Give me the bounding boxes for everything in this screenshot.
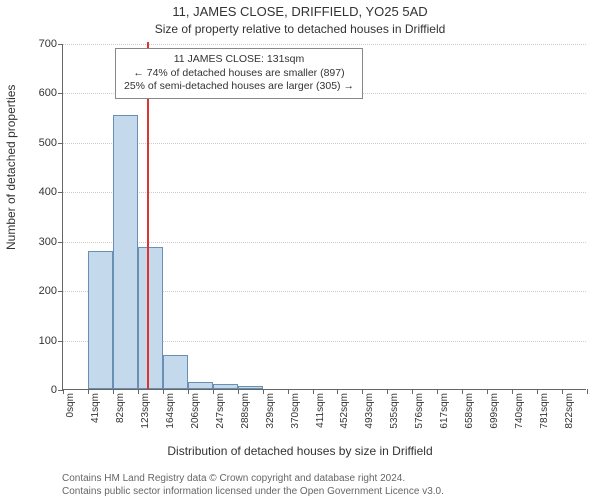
x-tick-mark (562, 389, 563, 394)
x-tick-mark (462, 389, 463, 394)
copyright-text: Contains HM Land Registry data © Crown c… (62, 472, 444, 498)
y-tick-label: 0 (51, 384, 57, 396)
x-tick-label: 288sqm (240, 393, 251, 429)
x-tick-label: 164sqm (165, 393, 176, 429)
histogram-bar (88, 251, 113, 389)
x-tick-label: 535sqm (389, 393, 400, 429)
x-tick-mark (487, 389, 488, 394)
annotation-line: 25% of semi-detached houses are larger (… (124, 80, 354, 94)
y-tick-label: 700 (39, 38, 57, 50)
plot-area: 01002003004005006007000sqm41sqm82sqm123s… (62, 44, 586, 390)
chart-title-sub: Size of property relative to detached ho… (0, 22, 600, 36)
x-tick-mark (512, 389, 513, 394)
x-tick-mark (213, 389, 214, 394)
y-tick-label: 600 (39, 87, 57, 99)
annotation-box: 11 JAMES CLOSE: 131sqm← 74% of detached … (115, 48, 363, 99)
histogram-chart: 11, JAMES CLOSE, DRIFFIELD, YO25 5AD Siz… (0, 0, 600, 500)
y-tick-mark (58, 93, 63, 94)
x-tick-label: 617sqm (439, 393, 450, 429)
y-tick-mark (58, 242, 63, 243)
x-tick-mark (362, 389, 363, 394)
gridline (63, 192, 586, 193)
y-tick-label: 400 (39, 186, 57, 198)
y-tick-label: 200 (39, 285, 57, 297)
x-tick-label: 247sqm (215, 393, 226, 429)
y-axis-label: Number of detached properties (4, 85, 18, 250)
x-tick-mark (537, 389, 538, 394)
y-tick-mark (58, 143, 63, 144)
x-tick-label: 370sqm (290, 393, 301, 429)
x-tick-mark (138, 389, 139, 394)
gridline (63, 44, 586, 45)
x-tick-mark (412, 389, 413, 394)
copyright-line-1: Contains HM Land Registry data © Crown c… (62, 472, 444, 485)
x-tick-label: 493sqm (364, 393, 375, 429)
x-tick-label: 822sqm (564, 393, 575, 429)
histogram-bar (113, 115, 138, 389)
x-tick-mark (313, 389, 314, 394)
x-tick-mark (188, 389, 189, 394)
x-tick-label: 329sqm (265, 393, 276, 429)
x-tick-label: 0sqm (65, 393, 76, 417)
copyright-line-2: Contains public sector information licen… (62, 485, 444, 498)
x-tick-mark (63, 389, 64, 394)
histogram-bar (238, 386, 263, 389)
x-tick-mark (163, 389, 164, 394)
x-tick-label: 123sqm (140, 393, 151, 429)
x-tick-label: 452sqm (339, 393, 350, 429)
x-tick-label: 781sqm (539, 393, 550, 429)
y-tick-label: 300 (39, 236, 57, 248)
histogram-bar (138, 247, 163, 389)
x-tick-mark (288, 389, 289, 394)
x-tick-label: 699sqm (489, 393, 500, 429)
x-tick-mark (263, 389, 264, 394)
annotation-line: ← 74% of detached houses are smaller (89… (124, 67, 354, 81)
y-tick-mark (58, 192, 63, 193)
x-tick-mark (587, 389, 588, 394)
x-tick-mark (387, 389, 388, 394)
x-tick-mark (238, 389, 239, 394)
x-tick-mark (113, 389, 114, 394)
chart-title-main: 11, JAMES CLOSE, DRIFFIELD, YO25 5AD (0, 4, 600, 19)
x-tick-mark (437, 389, 438, 394)
y-tick-mark (58, 291, 63, 292)
x-tick-label: 206sqm (190, 393, 201, 429)
y-tick-label: 100 (39, 335, 57, 347)
histogram-bar (163, 355, 188, 389)
x-tick-mark (88, 389, 89, 394)
x-tick-mark (337, 389, 338, 394)
x-tick-label: 658sqm (464, 393, 475, 429)
x-axis-label: Distribution of detached houses by size … (0, 444, 600, 458)
x-tick-label: 740sqm (514, 393, 525, 429)
y-tick-label: 500 (39, 137, 57, 149)
x-tick-label: 576sqm (414, 393, 425, 429)
gridline (63, 143, 586, 144)
x-tick-label: 82sqm (115, 393, 126, 423)
histogram-bar (188, 382, 213, 389)
y-tick-mark (58, 341, 63, 342)
x-tick-label: 411sqm (315, 393, 326, 428)
gridline (63, 242, 586, 243)
x-tick-label: 41sqm (90, 393, 101, 423)
y-tick-mark (58, 44, 63, 45)
histogram-bar (213, 384, 238, 389)
annotation-line: 11 JAMES CLOSE: 131sqm (124, 53, 354, 67)
